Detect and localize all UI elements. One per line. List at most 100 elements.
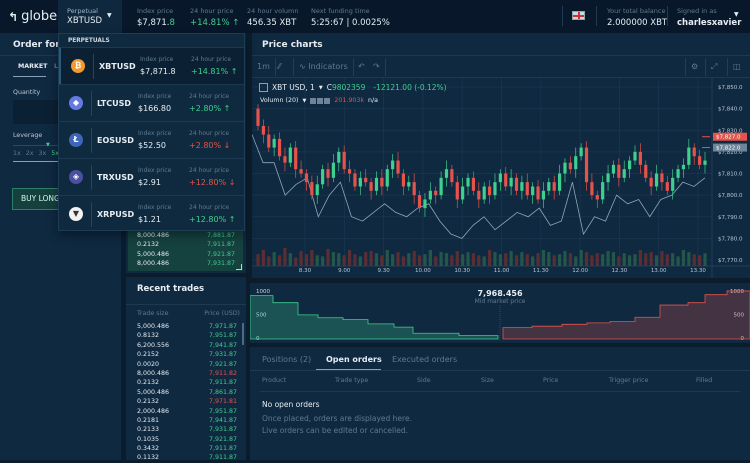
order-book-row[interactable]: 5,000.486 7,921.87	[137, 250, 235, 259]
volume-bar	[601, 254, 605, 266]
candle-body	[638, 151, 642, 165]
y-tick-label: $7,840.0	[718, 107, 743, 113]
index-label: Index price	[138, 130, 172, 137]
chevron-down-icon[interactable]: ▼	[302, 97, 307, 104]
leverage-3x[interactable]: 3x	[38, 150, 47, 157]
chevron-down-icon[interactable]: ▼	[318, 84, 323, 91]
fullscreen-icon[interactable]: ⤢	[705, 58, 722, 76]
candle	[628, 156, 632, 178]
row-price: 7,881.87	[206, 232, 235, 239]
product-selector[interactable]: Perpetual XBTUSD ▼	[58, 0, 122, 33]
tab-executed-orders[interactable]: Executed orders	[392, 355, 458, 364]
order-book-row[interactable]: 8,000.486 7,881.87	[137, 231, 235, 240]
trade-row: 5,000.486 7,971.87	[137, 322, 237, 331]
collapse-legend-icon[interactable]	[259, 83, 268, 92]
candle	[633, 145, 637, 165]
change-value: +12.80%	[189, 178, 227, 187]
settings-icon[interactable]: ⚙	[685, 58, 703, 76]
user-chevron-down-icon[interactable]: ▼	[734, 11, 739, 18]
volume-bar	[385, 250, 389, 266]
dropdown-item-trxusd[interactable]: ◈ TRXUSD Index price $2.91 24 hour price…	[59, 158, 244, 195]
trade-price: 7,911.82	[208, 369, 237, 377]
volume-bar	[557, 254, 562, 266]
leverage-5x[interactable]: 5x	[51, 150, 59, 157]
col-trigger-price: Trigger price	[609, 377, 649, 384]
candle-body	[326, 169, 330, 178]
uk-flag-icon[interactable]	[572, 11, 585, 20]
candle	[622, 160, 626, 183]
tab-positions[interactable]: Positions (2)	[262, 355, 312, 364]
dropdown-item-eosusd[interactable]: Ł EOSUSD Index price $52.50 24 hour pric…	[59, 121, 244, 158]
volume-bar	[487, 250, 492, 266]
user-menu[interactable]: Signed in as charlesxavier	[677, 7, 741, 28]
trade-row: 0.3432 7,911.87	[137, 444, 237, 453]
candle-body	[563, 162, 567, 174]
candlestick-chart[interactable]: $7,850.0 $7,840.0 $7,830.0 $7,820.0 $7,810.0…	[252, 78, 750, 278]
trade-size: 0.2133	[137, 426, 160, 434]
stat-label: 24 hour volumn	[247, 7, 299, 15]
order-book-row[interactable]: 8,000.486 7,931.87	[137, 259, 235, 268]
index-label: Index price	[138, 204, 172, 211]
empty-line-1: Once placed, orders are displayed here.	[262, 414, 412, 423]
row-price: 7,911.87	[206, 241, 235, 249]
x-tick-label: 13.30	[690, 268, 706, 274]
divider	[91, 91, 92, 116]
tab-open-orders[interactable]: Open orders	[326, 355, 382, 364]
tab-market[interactable]: MARKET	[18, 63, 48, 70]
scrollbar[interactable]	[242, 323, 244, 345]
index-label: Index price	[140, 56, 174, 63]
candle-body	[601, 182, 605, 200]
interval-button[interactable]: 1m	[252, 58, 276, 76]
volume-bar	[369, 251, 373, 266]
indicators-button[interactable]: ∿ Indicators	[294, 58, 354, 76]
dropdown-item-ltcusd[interactable]: ◆ LTCUSD Index price $166.80 24 hour pri…	[59, 84, 244, 121]
redo-icon[interactable]: ↷	[368, 58, 386, 76]
volume-bar	[434, 256, 438, 266]
volume-na: n/a	[368, 97, 378, 104]
trade-row: 2,000.486 7,951.87	[137, 407, 237, 416]
candle	[531, 182, 535, 204]
trade-row: 0.1132 7,911.87	[137, 453, 237, 462]
resize-handle-icon[interactable]	[236, 264, 242, 270]
trade-price: 7,921.87	[208, 435, 237, 443]
order-book-row[interactable]: 0.2132 7,911.87	[137, 240, 235, 249]
candle	[272, 134, 276, 157]
x-tick-label: 12.00	[572, 268, 588, 274]
camera-icon[interactable]: ◫	[727, 58, 746, 76]
visibility-icon[interactable]	[310, 97, 317, 104]
candle-body	[671, 177, 675, 191]
divider	[252, 55, 750, 56]
volume-bar	[595, 253, 599, 266]
trade-price: 7,941.87	[208, 416, 237, 424]
leverage-1x[interactable]: 1x	[13, 150, 21, 157]
close-icon[interactable]	[324, 97, 331, 104]
candle	[541, 182, 546, 209]
candle	[261, 119, 265, 144]
volume-bar	[358, 256, 362, 266]
settings-icon[interactable]	[317, 97, 324, 104]
candle	[423, 192, 427, 217]
candle	[461, 177, 465, 204]
leverage-slider-handle[interactable]: ▼	[46, 142, 50, 148]
logo[interactable]: ↰ globe	[8, 9, 57, 24]
divider	[252, 77, 750, 78]
leverage-2x[interactable]: 2x	[25, 150, 34, 157]
undo-icon[interactable]: ↶	[358, 62, 365, 71]
trade-price: 7,951.87	[208, 407, 237, 415]
volume-bar	[525, 254, 529, 266]
line-style-icon[interactable]: ⁄⁄	[273, 58, 294, 76]
candle-body	[504, 173, 508, 187]
volume-bar	[294, 257, 298, 266]
volume-bar	[428, 250, 432, 266]
arrow-down-icon: ↓	[228, 178, 236, 187]
depth-y-tick-left: 500	[256, 313, 267, 319]
stat-24h-price: 24 hour price +14.81% ↑	[190, 7, 239, 28]
dropdown-item-xbtusd[interactable]: ₿ XBTUSD Index price $7,871.8 24 hour pr…	[59, 47, 244, 84]
candle-body	[498, 173, 502, 183]
divider	[91, 128, 92, 153]
dropdown-item-xrpusd[interactable]: ▼ XRPUSD Index price $1.21 24 hour price…	[59, 195, 244, 232]
volume-bar	[277, 255, 282, 266]
candle-body	[531, 186, 535, 196]
trade-price: 7,911.87	[208, 454, 237, 462]
volume-bar	[364, 252, 368, 266]
